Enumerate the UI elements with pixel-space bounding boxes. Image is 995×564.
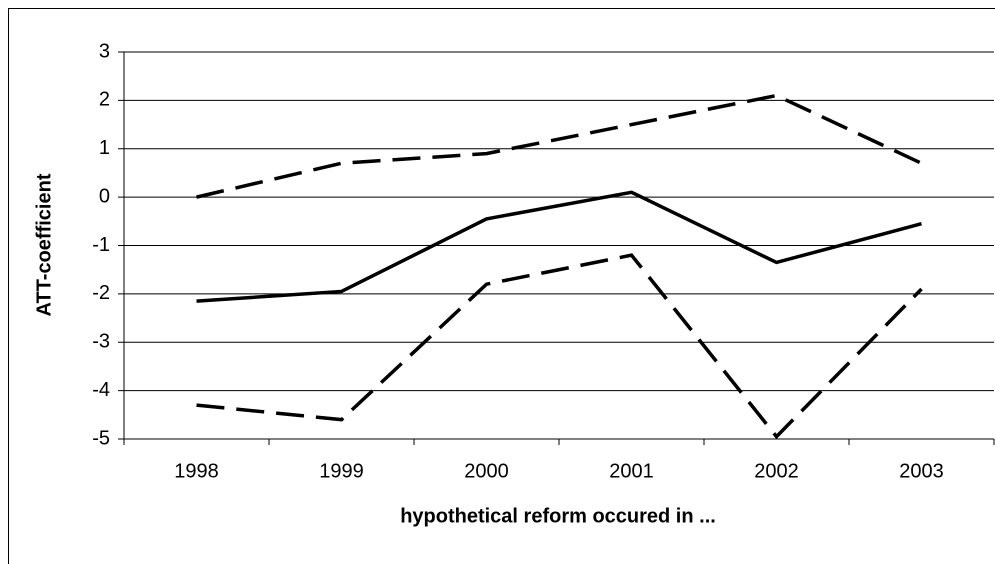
y-tick-label: 3 [99,40,110,62]
y-tick-label: 2 [99,89,110,111]
y-tick-label: -4 [92,379,110,401]
y-tick-label: -1 [92,234,110,256]
y-tick-label: -2 [92,282,110,304]
x-tick-label: 2000 [464,460,509,482]
y-tick-label: 1 [99,137,110,159]
x-tick-label: 1998 [174,460,219,482]
x-tick-label: 2002 [754,460,799,482]
y-axis-label: ATT-coefficient [33,173,55,316]
data-line [196,93,923,199]
y-tick-label: -5 [92,427,110,449]
y-tick-label: 0 [99,185,110,207]
chart-border [8,8,995,564]
data-line [196,190,922,303]
x-axis-label: hypothetical reform occured in ... [400,505,716,527]
x-tick-label: 2001 [609,460,654,482]
x-tick-label: 2003 [899,460,944,482]
x-tick-label: 1999 [319,460,364,482]
data-line [196,253,923,440]
y-tick-label: -3 [92,331,110,353]
